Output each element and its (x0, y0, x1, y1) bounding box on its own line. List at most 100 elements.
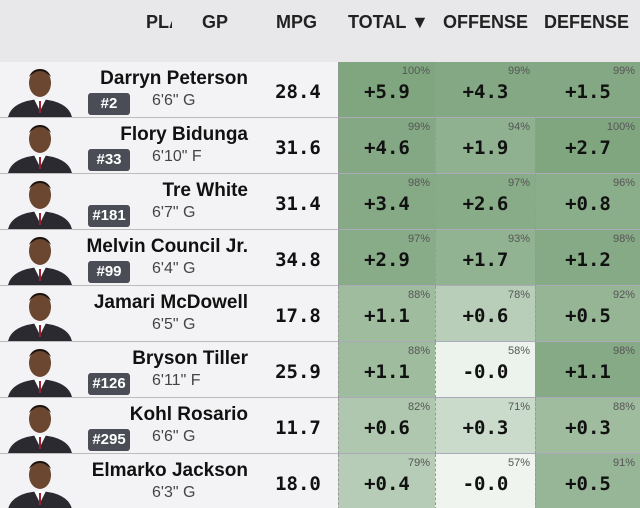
player-name[interactable]: Kohl Rosario (129, 404, 248, 425)
defense-pct: 98% (612, 233, 635, 245)
defense-value: +1.2 (565, 249, 611, 271)
defense-pct: 100% (606, 121, 635, 133)
offense-cell: 94% +1.9 (435, 118, 535, 174)
defense-value: +1.5 (565, 81, 611, 103)
offense-value: +1.7 (462, 249, 509, 271)
row-bg (0, 286, 338, 342)
row-bg (0, 230, 338, 286)
avatar-icon (8, 125, 72, 173)
defense-cell: 98% +1.1 (535, 342, 640, 398)
total-value: +2.9 (364, 249, 410, 271)
player-info: 6'11" F (152, 372, 201, 389)
defense-cell: 98% +1.2 (535, 230, 640, 286)
player-name[interactable]: Jamari McDowell (93, 292, 248, 313)
mpg: 34.8 (275, 249, 321, 271)
defense-cell: 99% +1.5 (535, 62, 640, 118)
total-value: +4.6 (364, 137, 410, 159)
avatar (2, 233, 78, 285)
total-header[interactable]: TOTAL ▼ (348, 12, 429, 32)
defense-cell: 88% +0.3 (535, 398, 640, 454)
total-value: +5.9 (364, 81, 410, 103)
offense-value: +1.9 (462, 137, 509, 159)
player-info: 6'6" G (152, 428, 196, 445)
offense-pct: 99% (507, 65, 530, 77)
offense-cell: 58% -0.0 (435, 342, 535, 398)
total-pct: 82% (407, 401, 430, 413)
mpg: 17.8 (275, 305, 321, 327)
defense-header[interactable]: DEFENSE (544, 12, 630, 32)
defense-cell: 92% +0.5 (535, 286, 640, 342)
mpg: 18.0 (275, 473, 321, 495)
avatar-icon (8, 349, 72, 397)
total-value: +1.1 (364, 305, 410, 327)
offense-header[interactable]: OFFENSE (443, 12, 529, 32)
offense-value: +0.6 (462, 305, 509, 327)
offense-cell: 78% +0.6 (435, 286, 535, 342)
avatar-icon (8, 405, 72, 453)
offense-value: -0.0 (462, 361, 509, 383)
player-info: 6'3" G (152, 484, 196, 501)
offense-pct: 71% (507, 401, 530, 413)
jersey-badge: #181 (88, 205, 130, 227)
player-name[interactable]: Darryn Peterson (100, 68, 248, 89)
jersey-badge: #2 (88, 93, 130, 115)
offense-value: +0.3 (462, 417, 509, 439)
avatar-icon (8, 69, 72, 117)
defense-value: +0.3 (565, 417, 611, 439)
offense-pct: 93% (507, 233, 530, 245)
total-pct: 98% (407, 177, 430, 189)
defense-value: +0.5 (565, 305, 611, 327)
avatar (2, 177, 78, 229)
offense-cell: 99% +4.3 (435, 62, 535, 118)
mpg: 31.4 (275, 193, 321, 215)
jersey-badge: #295 (88, 429, 130, 451)
player-name[interactable]: Elmarko Jackson (91, 460, 248, 481)
player-name[interactable]: Melvin Council Jr. (86, 236, 248, 257)
gp-header[interactable]: GP (202, 12, 229, 32)
total-cell: 98% +3.4 (338, 174, 435, 230)
total-value: +0.6 (364, 417, 410, 439)
offense-cell: 57% -0.0 (435, 454, 535, 508)
defense-cell: 96% +0.8 (535, 174, 640, 230)
total-pct: 97% (407, 233, 430, 245)
mpg-header[interactable]: MPG (276, 12, 318, 32)
total-cell: 97% +2.9 (338, 230, 435, 286)
total-value: +3.4 (364, 193, 410, 215)
offense-value: -0.0 (462, 473, 509, 495)
avatar (2, 121, 78, 173)
defense-cell: 100% +2.7 (535, 118, 640, 174)
avatar (2, 65, 78, 117)
avatar-icon (8, 237, 72, 285)
mpg: 28.4 (275, 81, 321, 103)
player-name[interactable]: Bryson Tiller (132, 348, 248, 369)
row-bg (0, 118, 338, 174)
offense-cell: 71% +0.3 (435, 398, 535, 454)
defense-pct: 98% (612, 345, 635, 357)
offense-pct: 57% (507, 457, 530, 469)
defense-value: +0.8 (565, 193, 611, 215)
defense-pct: 92% (612, 289, 635, 301)
defense-pct: 88% (612, 401, 635, 413)
player-info: 6'7" G (152, 204, 196, 221)
total-cell: 82% +0.6 (338, 398, 435, 454)
offense-value: +4.3 (462, 81, 509, 103)
player-name[interactable]: Tre White (162, 180, 248, 201)
total-pct: 79% (407, 457, 430, 469)
avatar (2, 457, 78, 508)
defense-pct: 99% (612, 65, 635, 77)
defense-pct: 96% (612, 177, 635, 189)
avatar (2, 401, 78, 453)
avatar-icon (8, 181, 72, 229)
player-header[interactable]: PLAYER (146, 12, 172, 32)
offense-pct: 94% (507, 121, 530, 133)
jersey-badge: #33 (88, 149, 130, 171)
player-info: 6'4" G (152, 260, 196, 277)
total-cell: 88% +1.1 (338, 342, 435, 398)
defense-cell: 91% +0.5 (535, 454, 640, 508)
avatar (2, 289, 78, 341)
defense-pct: 91% (612, 457, 635, 469)
player-name[interactable]: Flory Bidunga (120, 124, 248, 145)
total-pct: 88% (407, 345, 430, 357)
total-cell: 88% +1.1 (338, 286, 435, 342)
